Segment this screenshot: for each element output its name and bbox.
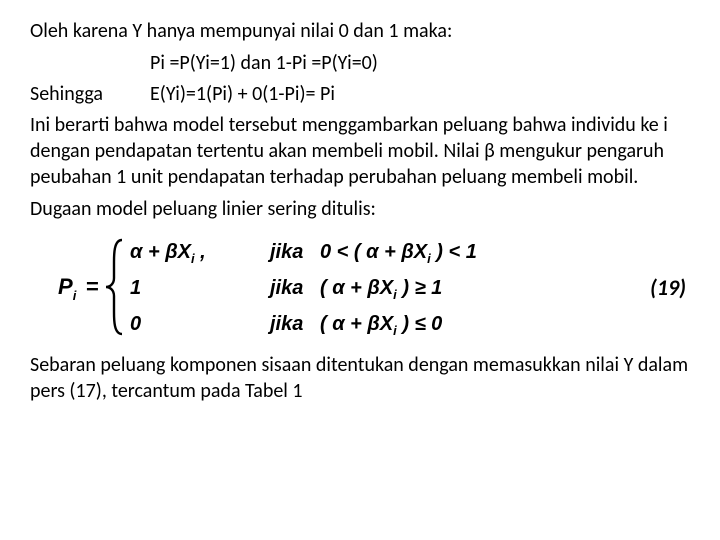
jika-1: jika [267,241,303,263]
model-intro-line: Dugaan model peluang linier sering ditul… [30,196,690,222]
intro-line-1: Oleh karena Y hanya mempunyai nilai 0 da… [30,18,690,44]
closing-paragraph: Sebaran peluang komponen sisaan ditentuk… [30,352,690,404]
prob-definition-line: Pi =P(Yi=1) dan 1-Pi =P(Yi=0) [30,50,690,76]
formula-svg: Pi = α + βXi , 1 0 jika jika jika 0 < ( … [30,232,590,342]
jika-3: jika [267,313,303,335]
sehingga-expression: E(Yi)=1(Pi) + 0(1-Pi)= Pi [150,82,690,106]
cond3: ( α + βXi ) ≤ 0 [320,313,442,338]
formula-lhs: Pi [58,274,77,303]
sehingga-label: Sehingga [30,82,150,106]
cond1: 0 < ( α + βXi ) < 1 [320,241,477,266]
sehingga-row: Sehingga E(Yi)=1(Pi) + 0(1-Pi)= Pi [30,82,690,106]
row2-left: 1 [130,277,141,299]
jika-2: jika [267,277,303,299]
slide: Oleh karena Y hanya mempunyai nilai 0 da… [0,0,720,428]
cond2: ( α + βXi ) ≥ 1 [320,277,442,302]
explanation-paragraph: Ini berarti bahwa model tersebut menggam… [30,112,690,190]
piecewise-formula: Pi = α + βXi , 1 0 jika jika jika 0 < ( … [30,232,690,342]
formula-equals: = [86,274,99,299]
row3-left: 0 [130,313,141,335]
row1-left: α + βXi , [130,241,206,266]
left-brace [106,240,122,334]
equation-number: (19) [650,274,690,301]
